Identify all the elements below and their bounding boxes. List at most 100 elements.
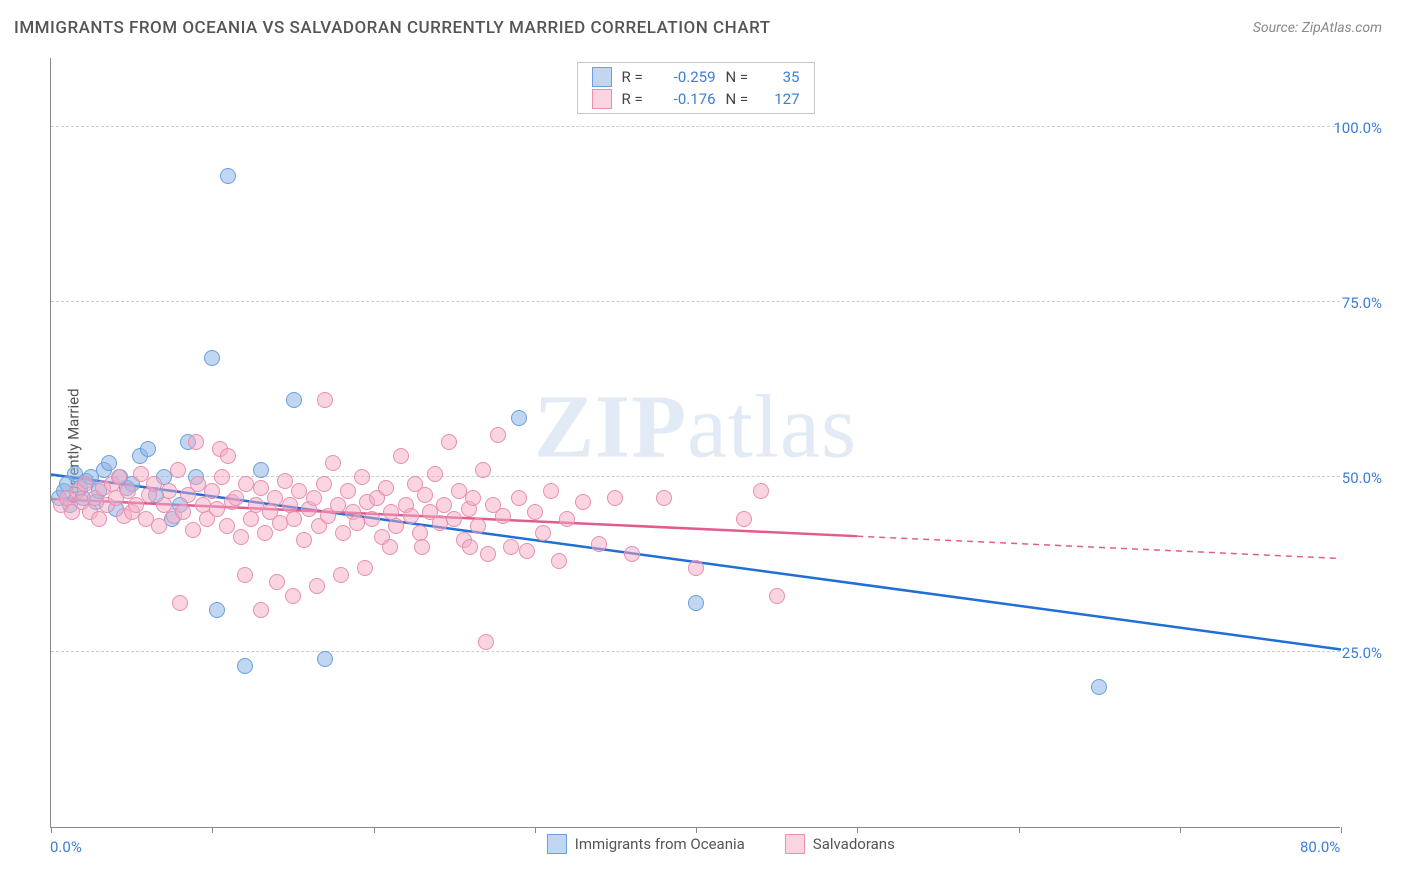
data-point-salvadoran [306, 490, 322, 506]
x-tick [374, 827, 375, 833]
data-point-salvadoran [591, 536, 607, 552]
data-point-salvadoran [470, 518, 486, 534]
x-tick [1019, 827, 1020, 833]
data-point-salvadoran [478, 634, 494, 650]
x-tick-label: 0.0% [50, 838, 82, 856]
legend-swatch-icon [785, 834, 805, 854]
data-point-salvadoran [462, 539, 478, 555]
legend-swatch-icon [592, 89, 612, 109]
data-point-salvadoran [441, 434, 457, 450]
x-tick [1180, 827, 1181, 833]
data-point-salvadoran [209, 501, 225, 517]
data-point-salvadoran [388, 518, 404, 534]
legend-row-oceania: R = -0.259 N = 35 [592, 67, 800, 87]
data-point-salvadoran [309, 578, 325, 594]
x-tick [857, 827, 858, 833]
data-point-salvadoran [607, 490, 623, 506]
data-point-salvadoran [364, 511, 380, 527]
legend-r-label: R = [622, 90, 650, 108]
data-point-salvadoran [656, 490, 672, 506]
data-point-salvadoran [769, 588, 785, 604]
data-point-oceania [317, 651, 333, 667]
data-point-oceania [140, 441, 156, 457]
data-point-salvadoran [317, 392, 333, 408]
data-point-salvadoran [170, 462, 186, 478]
gridline-h [51, 126, 1340, 127]
data-point-salvadoran [559, 511, 575, 527]
data-point-oceania [204, 350, 220, 366]
data-point-salvadoran [535, 525, 551, 541]
data-point-salvadoran [285, 588, 301, 604]
data-point-salvadoran [490, 427, 506, 443]
data-point-salvadoran [543, 483, 559, 499]
data-point-salvadoran [238, 476, 254, 492]
source-attribution: Source: ZipAtlas.com [1253, 20, 1382, 36]
data-point-salvadoran [427, 466, 443, 482]
data-point-salvadoran [253, 480, 269, 496]
data-point-salvadoran [624, 546, 640, 562]
legend-n-label: N = [726, 68, 754, 86]
data-point-salvadoran [257, 525, 273, 541]
data-point-salvadoran [237, 567, 253, 583]
data-point-salvadoran [446, 511, 462, 527]
legend-n-label: N = [726, 90, 754, 108]
data-point-oceania [209, 602, 225, 618]
y-tick-label: 100.0% [1333, 119, 1382, 137]
data-point-salvadoran [233, 529, 249, 545]
data-point-salvadoran [378, 480, 394, 496]
legend-item-oceania: Immigrants from Oceania [547, 834, 745, 854]
data-point-salvadoran [228, 490, 244, 506]
legend-n-value: 35 [764, 68, 800, 86]
data-point-oceania [237, 658, 253, 674]
data-point-salvadoran [382, 539, 398, 555]
legend-row-salvadoran: R =-0.176N =127 [592, 89, 800, 109]
x-tick [535, 827, 536, 833]
data-point-salvadoran [175, 504, 191, 520]
data-point-oceania [220, 168, 236, 184]
data-point-salvadoran [575, 494, 591, 510]
y-tick-label: 50.0% [1342, 469, 1382, 487]
data-point-salvadoran [214, 469, 230, 485]
legend-n-value: 127 [764, 90, 800, 108]
data-point-salvadoran [219, 518, 235, 534]
data-point-salvadoran [325, 455, 341, 471]
x-tick [212, 827, 213, 833]
data-point-salvadoran [340, 483, 356, 499]
y-tick-label: 75.0% [1342, 294, 1382, 312]
data-point-salvadoran [204, 483, 220, 499]
data-point-salvadoran [151, 518, 167, 534]
data-point-salvadoran [253, 602, 269, 618]
legend-item-salvadoran: Salvadorans [785, 834, 895, 854]
data-point-salvadoran [465, 490, 481, 506]
data-point-salvadoran [551, 553, 567, 569]
legend-swatch-icon [547, 834, 567, 854]
data-point-oceania [286, 392, 302, 408]
data-point-salvadoran [393, 448, 409, 464]
data-point-oceania [101, 455, 117, 471]
data-point-oceania [1091, 679, 1107, 695]
data-point-oceania [253, 462, 269, 478]
data-point-salvadoran [243, 511, 259, 527]
data-point-salvadoran [357, 560, 373, 576]
legend-label: Salvadorans [813, 835, 895, 853]
data-point-oceania [688, 595, 704, 611]
data-point-salvadoran [269, 574, 285, 590]
data-point-salvadoran [519, 543, 535, 559]
data-point-salvadoran [316, 476, 332, 492]
legend-r-value: -0.259 [660, 68, 716, 86]
data-point-salvadoran [91, 511, 107, 527]
data-point-salvadoran [185, 522, 201, 538]
legend-swatch-icon [592, 67, 612, 87]
data-point-salvadoran [77, 476, 93, 492]
trend-line-dash-salvadoran [857, 536, 1341, 558]
correlation-legend: R =-0.259N =35R =-0.176N =127 [577, 62, 815, 114]
data-point-salvadoran [436, 497, 452, 513]
legend-r-label: R = [622, 68, 650, 86]
data-point-salvadoran [480, 546, 496, 562]
data-point-salvadoran [475, 462, 491, 478]
data-point-salvadoran [403, 508, 419, 524]
trend-lines [51, 58, 1341, 828]
data-point-salvadoran [333, 567, 349, 583]
data-point-salvadoran [736, 511, 752, 527]
gridline-h [51, 651, 1340, 652]
